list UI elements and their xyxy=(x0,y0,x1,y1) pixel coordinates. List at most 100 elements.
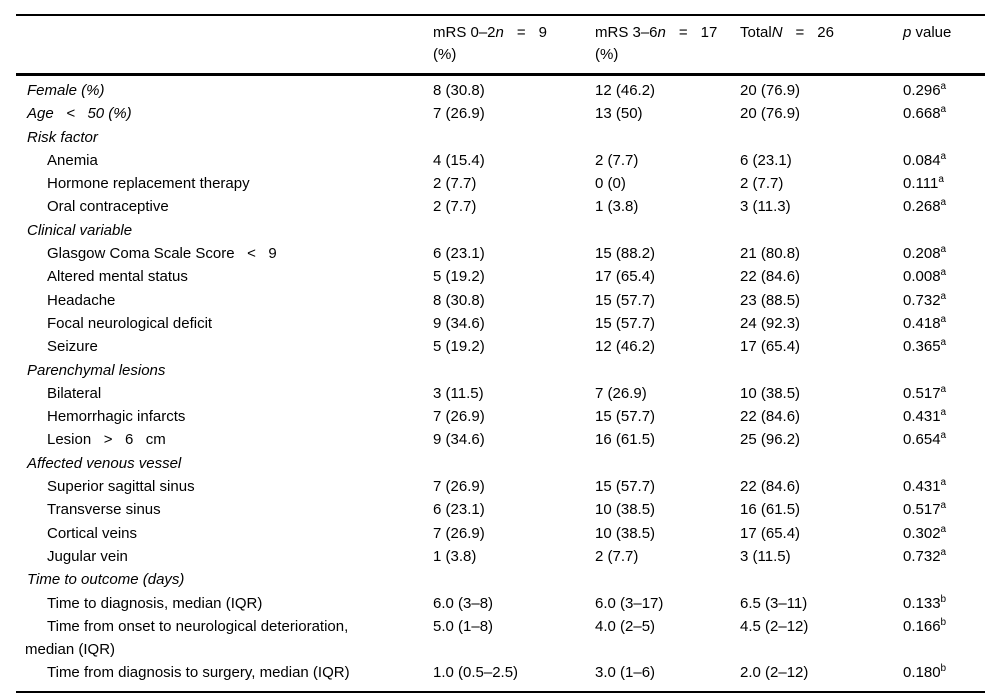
cell-total: 20 (76.9) xyxy=(740,105,801,123)
cell-mrs-0-2 xyxy=(433,452,595,475)
cell-mrs-3-6: 16 (61.5) xyxy=(595,431,656,449)
table-row: Time to outcome (days) xyxy=(16,568,985,591)
cell-total: 6.5 (3–11) xyxy=(740,594,808,612)
table-row: Affected venous vessel xyxy=(16,452,985,475)
row-label: Time from onset to neurological deterior… xyxy=(16,615,433,662)
header-p-var: p xyxy=(903,24,912,41)
cell-mrs-3-6: 15 (57.7) xyxy=(595,408,656,426)
cell-mrs-3-6: 0 (0) xyxy=(595,175,626,193)
row-label-text: Bilateral xyxy=(47,384,102,402)
cell-mrs-0-2: 5 (19.2) xyxy=(433,268,485,286)
row-label-text: Oral contraceptive xyxy=(47,198,169,216)
cell-mrs-0-2: 6.0 (3–8) xyxy=(433,594,494,612)
cell-mrs-0-2: 8 (30.8) xyxy=(433,291,485,309)
cell-mrs-3-6 xyxy=(595,359,740,382)
table-row: Transverse sinus 6 (23.1) 10 (38.5) 16 (… xyxy=(16,498,985,521)
cell-mrs-3-6: 10 (38.5) xyxy=(595,524,656,542)
cell-p-value: 0.431a xyxy=(903,475,985,498)
p-superscript: a xyxy=(940,267,947,279)
p-value-number: 0.431 xyxy=(903,478,941,496)
p-superscript: a xyxy=(940,81,947,92)
p-superscript: a xyxy=(940,430,947,442)
row-label: Parenchymal lesions xyxy=(16,359,433,382)
row-label-text: Cortical veins xyxy=(47,524,138,542)
p-superscript: a xyxy=(940,150,947,162)
cell-mrs-3-6 xyxy=(595,126,740,149)
header-total-equals: = xyxy=(795,24,805,41)
cell-p-value: 0.180b xyxy=(903,661,985,684)
cell-mrs-3-6: 3.0 (1–6) xyxy=(595,664,656,682)
row-label: Lesion > 6 cm xyxy=(16,428,433,451)
cell-total: 17 (65.4) xyxy=(740,338,801,356)
cell-total: 17 (65.4) xyxy=(740,524,801,542)
row-label-text: Transverse sinus xyxy=(47,501,161,519)
table-row: Seizure 5 (19.2) 12 (46.2) 17 (65.4) 0.3… xyxy=(16,335,985,358)
row-label-text: Time to diagnosis, median (IQR) xyxy=(47,594,263,612)
p-superscript: b xyxy=(940,616,947,628)
p-superscript: b xyxy=(940,663,947,675)
p-value-number: 0.208 xyxy=(903,245,941,263)
row-label: Clinical variable xyxy=(16,219,433,242)
p-value-number: 0.133 xyxy=(903,594,941,612)
table-row: Time from diagnosis to surgery, median (… xyxy=(16,661,985,684)
p-value-number: 0.365 xyxy=(903,338,941,356)
table-row: Hemorrhagic infarcts 7 (26.9) 15 (57.7) … xyxy=(16,405,985,428)
header-mrs-3-6-prefix: mRS 3–6 xyxy=(595,24,658,41)
cell-total xyxy=(740,126,903,149)
table-row: Superior sagittal sinus 7 (26.9) 15 (57.… xyxy=(16,475,985,498)
cell-p-value: 0.008a xyxy=(903,265,985,288)
cell-mrs-3-6: 2 (7.7) xyxy=(595,151,639,169)
cell-total: 23 (88.5) xyxy=(740,291,801,309)
cell-mrs-0-2: 8 (30.8) xyxy=(433,82,485,99)
cell-mrs-3-6 xyxy=(595,568,740,591)
row-label: Affected venous vessel xyxy=(16,452,433,475)
cell-p-value: 0.668a xyxy=(903,102,985,125)
row-label: Age < 50 (%) xyxy=(16,102,433,125)
cell-total: 22 (84.6) xyxy=(740,478,801,496)
table-header-row: mRS 0–2n = 9 (%) mRS 3–6n = 17 (%) TotalN = 26… xyxy=(16,16,985,76)
table-row: Time from onset to neurological deterior… xyxy=(16,615,985,662)
p-value-number: 0.268 xyxy=(903,198,941,216)
cell-mrs-0-2: 2 (7.7) xyxy=(433,175,477,193)
header-p-rest: value xyxy=(911,24,952,41)
cell-total xyxy=(740,568,903,591)
header-total-count: 26 xyxy=(817,24,834,41)
row-label-text: Lesion > 6 cm xyxy=(47,431,166,449)
cell-mrs-3-6: 7 (26.9) xyxy=(595,384,647,402)
cell-mrs-0-2: 7 (26.9) xyxy=(433,524,485,542)
row-label-text: Affected venous vessel xyxy=(27,454,182,472)
cell-mrs-0-2: 1.0 (0.5–2.5) xyxy=(433,664,519,682)
cell-mrs-0-2: 2 (7.7) xyxy=(433,198,477,216)
cell-p-value: 0.084a xyxy=(903,149,985,172)
cell-p-value: 0.654a xyxy=(903,428,985,451)
row-label-text: Glasgow Coma Scale Score < 9 xyxy=(47,245,277,263)
cell-p-value: 0.418a xyxy=(903,312,985,335)
cell-mrs-0-2 xyxy=(433,568,595,591)
cell-p-value xyxy=(903,359,985,382)
p-superscript: a xyxy=(940,197,947,209)
cell-p-value: 0.302a xyxy=(903,522,985,545)
p-value-number: 0.296 xyxy=(903,82,941,99)
cell-mrs-3-6: 15 (57.7) xyxy=(595,314,656,332)
p-superscript: a xyxy=(940,313,947,325)
row-label: Glasgow Coma Scale Score < 9 xyxy=(16,242,433,265)
cell-mrs-0-2: 6 (23.1) xyxy=(433,501,485,519)
row-label: Anemia xyxy=(16,149,433,172)
row-label-text: Clinical variable xyxy=(27,221,133,239)
table-row: Hormone replacement therapy 2 (7.7) 0 (0… xyxy=(16,172,985,195)
cell-total: 2 (7.7) xyxy=(740,175,784,193)
column-header-p-value: p value xyxy=(903,22,985,66)
cell-mrs-3-6: 4.0 (2–5) xyxy=(595,617,656,635)
cell-mrs-3-6: 15 (57.7) xyxy=(595,478,656,496)
cell-mrs-3-6: 15 (88.2) xyxy=(595,245,656,263)
table-row: Cortical veins 7 (26.9) 10 (38.5) 17 (65… xyxy=(16,522,985,545)
header-mrs-0-2-unit: (%) xyxy=(433,46,457,63)
header-mrs-0-2-prefix: mRS 0–2 xyxy=(433,24,496,41)
header-mrs-3-6-unit: (%) xyxy=(595,46,619,63)
table-row: Female (%) 8 (30.8) 12 (46.2) 20 (76.9) … xyxy=(16,79,985,102)
cell-mrs-0-2: 7 (26.9) xyxy=(433,478,485,496)
p-value-number: 0.654 xyxy=(903,431,941,449)
p-value-number: 0.517 xyxy=(903,384,941,402)
cell-mrs-3-6: 13 (50) xyxy=(595,105,643,123)
cell-p-value: 0.431a xyxy=(903,405,985,428)
